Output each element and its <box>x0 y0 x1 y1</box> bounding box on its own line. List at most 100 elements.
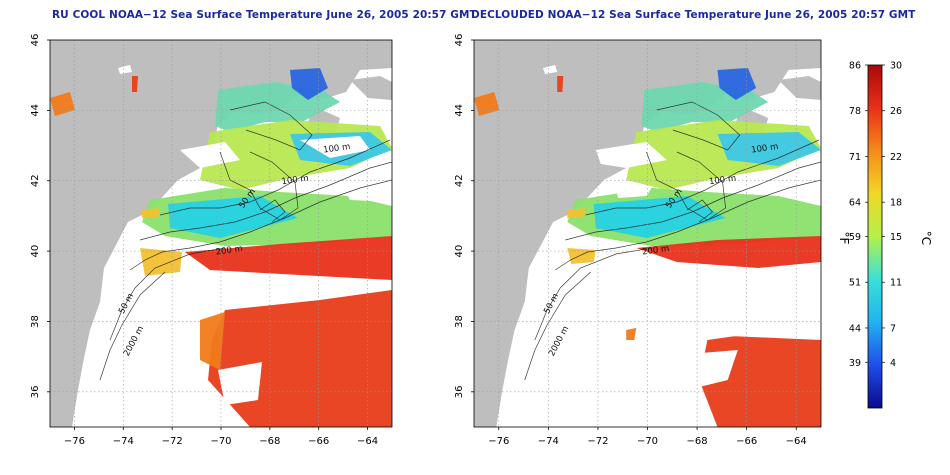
bathymetry-contour <box>259 199 286 223</box>
cloud-gap <box>340 176 392 202</box>
bathymetry-contour <box>656 101 741 151</box>
colorbar-fahrenheit-label: 71 <box>849 152 861 163</box>
lake <box>543 65 558 74</box>
x-tick-label: −66 <box>308 436 329 447</box>
bathymetry-contour <box>555 179 821 271</box>
y-tick-label: 44 <box>454 104 465 117</box>
cloud-gap <box>626 268 821 340</box>
cloud-gap <box>585 276 637 310</box>
y-tick-label: 44 <box>30 104 41 117</box>
x-tick-label: −68 <box>259 436 280 447</box>
sst-patch <box>200 312 225 370</box>
sst-patch <box>132 76 138 92</box>
y-tick-label: 40 <box>30 245 41 258</box>
sst-patch <box>140 248 182 276</box>
colorbar-celsius-label: 4 <box>890 358 896 369</box>
bathymetry-contour <box>99 271 166 381</box>
colorbar-fahrenheit-label: 51 <box>849 278 861 289</box>
cloud-gap <box>218 362 262 405</box>
colorbar-celsius-label: 18 <box>890 198 902 209</box>
land-mass <box>50 40 392 427</box>
bathymetry-contour <box>229 101 313 151</box>
celsius-unit-label: °C <box>919 231 933 245</box>
lake <box>118 65 132 74</box>
x-tick-label: −74 <box>538 436 559 447</box>
colorbar-celsius-label: 15 <box>890 232 902 243</box>
sst-patch <box>474 92 500 116</box>
cloud-gap <box>230 276 310 306</box>
sst-patch <box>185 236 392 280</box>
x-tick-label: −70 <box>210 436 231 447</box>
y-tick-label: 36 <box>30 385 41 398</box>
colorbar-fahrenheit-label: 64 <box>849 198 861 209</box>
contour-label: 100 m <box>751 142 779 156</box>
land-mass <box>474 40 821 427</box>
sst-patch <box>717 132 821 166</box>
x-tick-label: −76 <box>64 436 85 447</box>
colorbar-fahrenheit-label: 59 <box>849 232 861 243</box>
colorbar-fahrenheit-label: 86 <box>849 61 861 72</box>
contour-label: 100 m <box>281 174 309 188</box>
bathymetry-contour <box>159 139 391 216</box>
sst-patch <box>142 208 160 218</box>
cloud-gap <box>595 142 667 168</box>
colorbar-fahrenheit-label: 78 <box>849 106 861 117</box>
colorbar-celsius-label: 7 <box>890 323 896 334</box>
y-tick-label: 42 <box>454 174 465 187</box>
y-tick-label: 46 <box>30 34 41 47</box>
sst-patch <box>567 208 586 218</box>
sst-patch <box>567 248 596 264</box>
x-tick-label: −70 <box>637 436 658 447</box>
y-tick-label: 46 <box>454 34 465 47</box>
bathymetry-contour <box>686 199 713 223</box>
bathymetry-contour <box>534 247 652 341</box>
x-tick-label: −64 <box>786 436 807 447</box>
sst-patch <box>557 76 564 92</box>
cloud-gap <box>676 350 738 390</box>
bathymetry-contour <box>109 247 226 341</box>
x-tick-label: −64 <box>357 436 378 447</box>
bathymetry-contour <box>129 179 392 271</box>
colorbar <box>867 64 883 409</box>
contour-label: 200 m <box>642 244 670 258</box>
colorbar-celsius-label: 11 <box>890 278 902 289</box>
cloud-gap <box>616 188 652 198</box>
bathymetry-contour <box>646 151 726 221</box>
sst-patch <box>50 92 75 116</box>
x-tick-label: −76 <box>488 436 509 447</box>
x-tick-label: −68 <box>687 436 708 447</box>
y-tick-label: 42 <box>30 174 41 187</box>
contour-label: 100 m <box>323 142 351 156</box>
y-tick-label: 38 <box>30 315 41 328</box>
sst-patch <box>626 328 637 340</box>
x-tick-label: −72 <box>587 436 608 447</box>
y-tick-label: 38 <box>454 315 465 328</box>
fahrenheit-unit-label: °F <box>837 232 851 245</box>
y-tick-label: 40 <box>454 245 465 258</box>
x-tick-label: −72 <box>162 436 183 447</box>
colorbar-celsius-label: 30 <box>890 61 902 72</box>
bathymetry-contour <box>524 271 591 381</box>
bathymetry-contour <box>219 151 299 221</box>
x-tick-label: −66 <box>736 436 757 447</box>
canada-land <box>778 76 821 100</box>
x-tick-label: −74 <box>113 436 134 447</box>
sst-patch <box>636 236 821 268</box>
cloud-gap <box>300 136 370 158</box>
y-tick-label: 36 <box>454 385 465 398</box>
bathymetry-contour <box>565 161 821 241</box>
canada-land <box>350 76 392 100</box>
colorbar-celsius-label: 26 <box>890 106 902 117</box>
bathymetry-contour <box>585 139 820 216</box>
bathymetry-contour <box>139 161 392 241</box>
colorbar-celsius-label: 22 <box>890 152 902 163</box>
contour-label: 200 m <box>215 244 243 258</box>
sst-patch <box>208 290 392 427</box>
left-map-title: RU COOL NOAA−12 Sea Surface Temperature … <box>52 9 477 21</box>
contour-label: 100 m <box>708 174 736 188</box>
cloud-gap <box>180 142 240 168</box>
colorbar-fahrenheit-label: 39 <box>849 358 861 369</box>
